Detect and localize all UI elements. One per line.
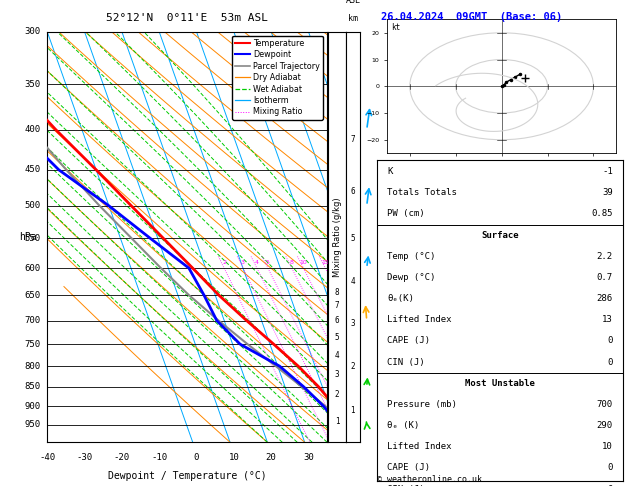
Text: Pressure (mb): Pressure (mb) [387, 400, 457, 409]
Text: 400: 400 [24, 125, 40, 134]
Text: 700: 700 [24, 316, 40, 325]
Text: -30: -30 [77, 452, 92, 462]
Text: 10: 10 [602, 442, 613, 451]
Text: 10: 10 [333, 263, 342, 273]
Text: Most Unstable: Most Unstable [465, 379, 535, 388]
Text: 2.2: 2.2 [597, 252, 613, 261]
Text: CAPE (J): CAPE (J) [387, 336, 430, 346]
Text: 6: 6 [335, 316, 340, 325]
Text: -10: -10 [151, 452, 167, 462]
Text: 10: 10 [228, 452, 239, 462]
Text: 750: 750 [24, 340, 40, 348]
Text: CIN (J): CIN (J) [387, 485, 425, 486]
Text: 4: 4 [335, 351, 340, 360]
Text: 3: 3 [350, 318, 355, 328]
Text: 800: 800 [24, 362, 40, 371]
Text: 0.7: 0.7 [597, 273, 613, 282]
Text: Dewp (°C): Dewp (°C) [387, 273, 436, 282]
Text: 300: 300 [24, 27, 40, 36]
Text: 900: 900 [24, 402, 40, 411]
Text: 450: 450 [24, 165, 40, 174]
Text: hPa: hPa [19, 232, 36, 242]
Text: 950: 950 [24, 420, 40, 429]
Text: 3: 3 [335, 370, 340, 379]
Text: 0: 0 [608, 485, 613, 486]
Text: 600: 600 [24, 263, 40, 273]
Text: Lifted Index: Lifted Index [387, 442, 452, 451]
Text: 8: 8 [335, 288, 340, 297]
Text: -1: -1 [602, 167, 613, 176]
Text: 2: 2 [335, 390, 340, 399]
Text: 500: 500 [24, 201, 40, 210]
Text: K: K [387, 167, 392, 176]
Text: kt: kt [391, 23, 401, 33]
Text: -20: -20 [114, 452, 130, 462]
Text: 4: 4 [350, 278, 355, 286]
Text: θₑ(K): θₑ(K) [387, 294, 414, 303]
Text: 290: 290 [597, 421, 613, 430]
Text: Lifted Index: Lifted Index [387, 315, 452, 324]
Text: 0: 0 [194, 452, 199, 462]
Text: CAPE (J): CAPE (J) [387, 464, 430, 472]
Text: 52°12'N  0°11'E  53m ASL: 52°12'N 0°11'E 53m ASL [106, 14, 268, 23]
Text: Totals Totals: Totals Totals [387, 188, 457, 197]
Text: ASL: ASL [345, 0, 360, 5]
Text: 850: 850 [24, 382, 40, 391]
Text: km: km [348, 15, 358, 23]
Text: 550: 550 [24, 234, 40, 243]
Text: Surface: Surface [481, 231, 519, 240]
Text: 5: 5 [266, 260, 270, 265]
Text: PW (cm): PW (cm) [387, 209, 425, 218]
Text: 20: 20 [265, 452, 277, 462]
Text: 30: 30 [303, 452, 314, 462]
Text: 39: 39 [602, 188, 613, 197]
Text: 5: 5 [350, 234, 355, 243]
Text: LCL: LCL [328, 417, 342, 426]
Text: 13: 13 [602, 315, 613, 324]
Text: 15: 15 [321, 260, 329, 265]
Text: Dewpoint / Temperature (°C): Dewpoint / Temperature (°C) [108, 471, 267, 481]
Text: 3: 3 [241, 260, 245, 265]
Text: 650: 650 [24, 291, 40, 300]
Text: -40: -40 [39, 452, 55, 462]
Text: 7: 7 [335, 301, 340, 310]
Text: 6: 6 [350, 188, 355, 196]
Text: 286: 286 [597, 294, 613, 303]
Text: θₑ (K): θₑ (K) [387, 421, 420, 430]
Text: Mixing Ratio (g/kg): Mixing Ratio (g/kg) [333, 197, 342, 277]
Text: 5: 5 [335, 333, 340, 342]
Text: 7: 7 [350, 135, 355, 144]
Text: 2: 2 [222, 260, 226, 265]
Text: 0: 0 [608, 336, 613, 346]
Legend: Temperature, Dewpoint, Parcel Trajectory, Dry Adiabat, Wet Adiabat, Isotherm, Mi: Temperature, Dewpoint, Parcel Trajectory… [232, 35, 323, 120]
Text: 26.04.2024  09GMT  (Base: 06): 26.04.2024 09GMT (Base: 06) [381, 12, 562, 22]
Text: CIN (J): CIN (J) [387, 358, 425, 366]
Text: 0: 0 [608, 464, 613, 472]
Text: 0.85: 0.85 [591, 209, 613, 218]
Text: 10: 10 [299, 260, 308, 265]
Text: 350: 350 [24, 80, 40, 88]
Text: 4: 4 [255, 260, 259, 265]
Text: 8: 8 [290, 260, 294, 265]
Text: 2: 2 [350, 362, 355, 371]
Text: 700: 700 [597, 400, 613, 409]
Text: © weatheronline.co.uk: © weatheronline.co.uk [377, 475, 482, 484]
Text: 1: 1 [350, 406, 355, 415]
Text: 1: 1 [335, 417, 340, 426]
Text: Temp (°C): Temp (°C) [387, 252, 436, 261]
Text: 0: 0 [608, 358, 613, 366]
